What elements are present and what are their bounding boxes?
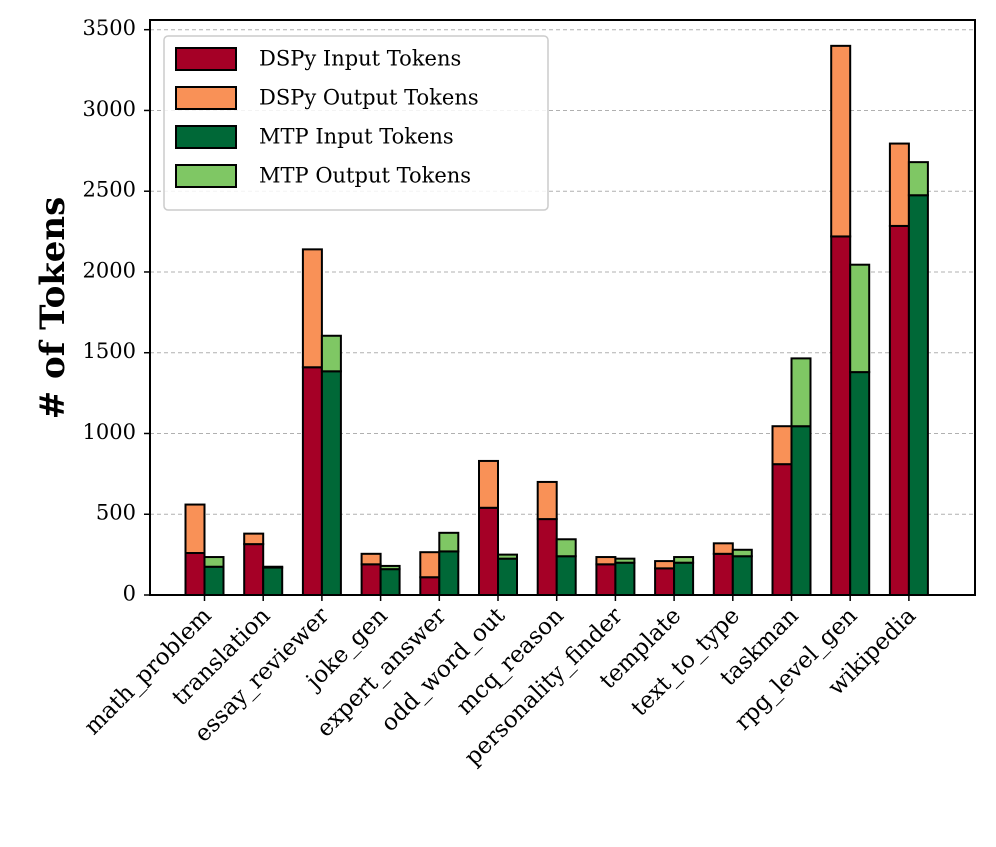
bar-mtp-output-tokens-taskman (790, 357, 812, 428)
legend-swatch (175, 86, 237, 110)
y-tick-label: 2500 (83, 178, 136, 202)
bar-dspy-input-tokens-joke_gen (360, 563, 382, 596)
legend-label: MTP Output Tokens (259, 164, 471, 188)
bar-mtp-input-tokens-taskman (790, 425, 812, 596)
x-axis-ticks: math_problemtranslationessay_reviewerjok… (79, 595, 921, 771)
plot-frame (149, 19, 976, 596)
bar-dspy-output-tokens-taskman (771, 425, 793, 466)
legend-label: MTP Input Tokens (259, 125, 454, 149)
bar-dspy-output-tokens-expert_answer (419, 551, 441, 579)
bar-mtp-input-tokens-math_problem (203, 565, 225, 597)
legend: DSPy Input Tokens DSPy Output Tokens MTP I… (163, 35, 549, 211)
bar-dspy-input-tokens-essay_reviewer (301, 366, 323, 596)
bar-mtp-output-tokens-math_problem (203, 556, 225, 568)
bar-mtp-input-tokens-odd_word_out (497, 557, 518, 596)
bar-dspy-output-tokens-essay_reviewer (301, 248, 323, 369)
legend-swatch (175, 164, 237, 188)
bar-mtp-output-tokens-essay_reviewer (320, 334, 342, 373)
y-tick-label: 1000 (83, 420, 136, 444)
legend-swatch (175, 125, 237, 149)
bar-mtp-output-tokens-odd_word_out (497, 553, 518, 560)
bar-mtp-input-tokens-personality_finder (614, 561, 636, 597)
bar-mtp-input-tokens-essay_reviewer (320, 370, 342, 596)
y-tick-label: 0 (123, 582, 136, 606)
bar-mtp-output-tokens-translation (262, 565, 284, 569)
bar-dspy-output-tokens-text_to_type (712, 542, 734, 555)
legend-box (163, 35, 549, 211)
bar-dspy-input-tokens-rpg_level_gen (830, 235, 852, 596)
y-tick-label: 500 (96, 501, 136, 525)
bar-mtp-input-tokens-rpg_level_gen (849, 371, 871, 597)
bar-dspy-output-tokens-template (654, 560, 676, 570)
bar-dspy-input-tokens-odd_word_out (478, 506, 499, 596)
bar-dspy-output-tokens-translation (243, 532, 265, 546)
y-tick-label: 2000 (83, 258, 136, 282)
bar-dspy-output-tokens-wikipedia (888, 142, 910, 227)
bar-mtp-output-tokens-personality_finder (614, 557, 636, 564)
bar-dspy-input-tokens-template (654, 567, 676, 597)
bar-dspy-output-tokens-math_problem (184, 503, 206, 555)
bar-dspy-input-tokens-text_to_type (712, 552, 734, 597)
bar-dspy-output-tokens-odd_word_out (478, 459, 499, 509)
bar-dspy-input-tokens-wikipedia (888, 224, 910, 596)
bar-mtp-input-tokens-translation (262, 566, 284, 596)
bar-dspy-output-tokens-rpg_level_gen (830, 44, 852, 238)
legend-label: DSPy Input Tokens (259, 47, 461, 71)
bar-dspy-output-tokens-mcq_reason (536, 480, 558, 521)
bar-dspy-input-tokens-mcq_reason (536, 518, 558, 597)
bar-mtp-input-tokens-joke_gen (379, 568, 401, 596)
bar-mtp-input-tokens-text_to_type (731, 555, 753, 597)
bar-dspy-output-tokens-joke_gen (360, 552, 382, 566)
legend-swatch (175, 47, 237, 71)
bar-mtp-output-tokens-text_to_type (731, 548, 753, 558)
y-tick-label: 1500 (83, 339, 136, 363)
y-axis-label: # of Tokens (33, 197, 73, 420)
bar-mtp-input-tokens-wikipedia (907, 194, 929, 596)
bar-dspy-input-tokens-taskman (771, 463, 793, 597)
bar-dspy-input-tokens-expert_answer (419, 576, 441, 597)
bars (184, 44, 929, 597)
y-axis-ticks: 0 500 1000 1500 2000 2500 3000 3500 (83, 16, 150, 606)
bar-mtp-output-tokens-expert_answer (438, 531, 460, 553)
bar-mtp-input-tokens-mcq_reason (555, 555, 577, 597)
bar-dspy-input-tokens-math_problem (184, 552, 206, 596)
bar-mtp-input-tokens-template (673, 561, 695, 597)
bar-mtp-output-tokens-rpg_level_gen (849, 263, 871, 374)
y-tick-label: 3500 (83, 16, 136, 40)
bar-mtp-input-tokens-expert_answer (438, 550, 460, 596)
bar-mtp-output-tokens-wikipedia (907, 161, 929, 197)
bar-mtp-output-tokens-mcq_reason (555, 538, 577, 558)
bar-mtp-output-tokens-joke_gen (379, 564, 401, 571)
bar-mtp-output-tokens-template (673, 556, 695, 564)
bar-dspy-output-tokens-personality_finder (595, 556, 617, 566)
legend-label: DSPy Output Tokens (259, 86, 479, 110)
y-tick-label: 3000 (83, 97, 136, 121)
bar-dspy-input-tokens-translation (243, 543, 265, 596)
bar-dspy-input-tokens-personality_finder (595, 563, 617, 596)
